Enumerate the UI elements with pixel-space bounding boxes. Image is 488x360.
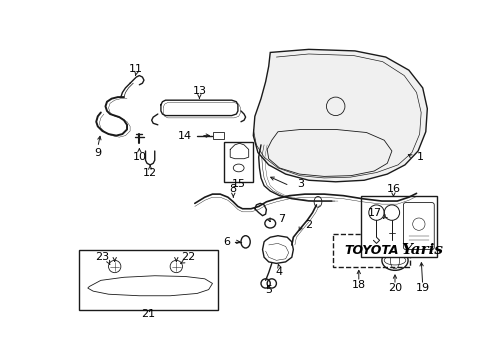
Text: 15: 15 (231, 179, 245, 189)
Text: 8: 8 (229, 184, 236, 194)
Text: 12: 12 (143, 167, 157, 177)
Text: Yaris: Yaris (401, 243, 443, 257)
Text: 21: 21 (141, 309, 155, 319)
Bar (79, 249, 218, 310)
Polygon shape (253, 49, 427, 182)
Text: 4: 4 (275, 267, 283, 277)
Text: TOYOTA: TOYOTA (344, 244, 398, 257)
Bar (224, 142, 253, 182)
Text: 5: 5 (264, 285, 272, 294)
Text: 7: 7 (277, 214, 285, 224)
Bar (213, 132, 224, 139)
Text: 16: 16 (386, 184, 400, 194)
Text: 11: 11 (129, 64, 143, 75)
Text: 2: 2 (305, 220, 311, 230)
Text: 3: 3 (297, 179, 304, 189)
Text: 23: 23 (95, 252, 109, 262)
Text: 14: 14 (177, 131, 191, 141)
Text: 6: 6 (223, 237, 230, 247)
Text: 18: 18 (351, 280, 365, 290)
Text: 20: 20 (387, 283, 401, 293)
Text: 19: 19 (415, 283, 429, 293)
Text: 10: 10 (132, 152, 146, 162)
Bar (360, 195, 436, 257)
Text: 17: 17 (367, 208, 381, 219)
Text: 9: 9 (94, 148, 101, 158)
Text: 22: 22 (181, 252, 195, 262)
Bar (333, 234, 409, 266)
Text: 1: 1 (416, 152, 423, 162)
Text: 13: 13 (192, 86, 206, 96)
